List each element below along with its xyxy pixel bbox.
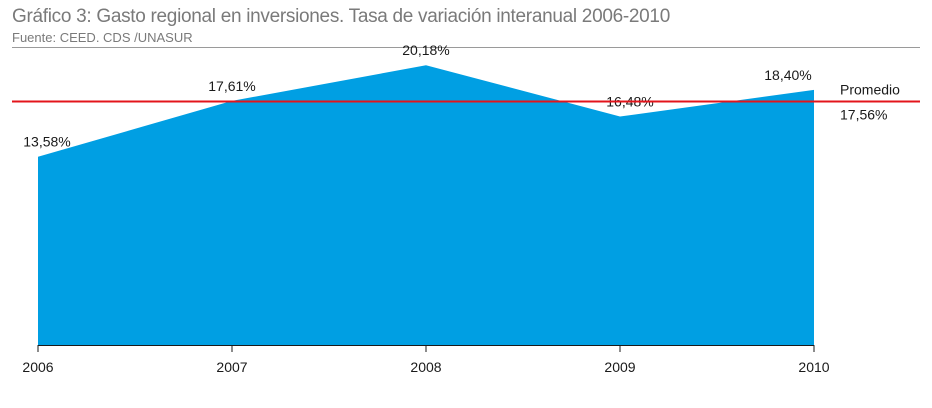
x-tick-label: 2006 xyxy=(22,359,53,375)
data-label: 13,58% xyxy=(23,134,70,150)
x-tick-label: 2009 xyxy=(604,359,635,375)
area-series xyxy=(38,65,814,346)
x-tick-label: 2010 xyxy=(798,359,829,375)
title-divider xyxy=(12,47,920,48)
x-tick-label: 2008 xyxy=(410,359,441,375)
data-label: 17,61% xyxy=(208,78,255,94)
average-label: Promedio xyxy=(840,82,900,98)
chart-subtitle: Fuente: CEED. CDS /UNASUR xyxy=(12,30,193,45)
average-value-label: 17,56% xyxy=(840,107,887,123)
x-tick-label: 2007 xyxy=(216,359,247,375)
data-label: 18,40% xyxy=(764,67,811,83)
chart-title: Gráfico 3: Gasto regional en inversiones… xyxy=(12,6,670,27)
data-label: 20,18% xyxy=(402,42,449,58)
